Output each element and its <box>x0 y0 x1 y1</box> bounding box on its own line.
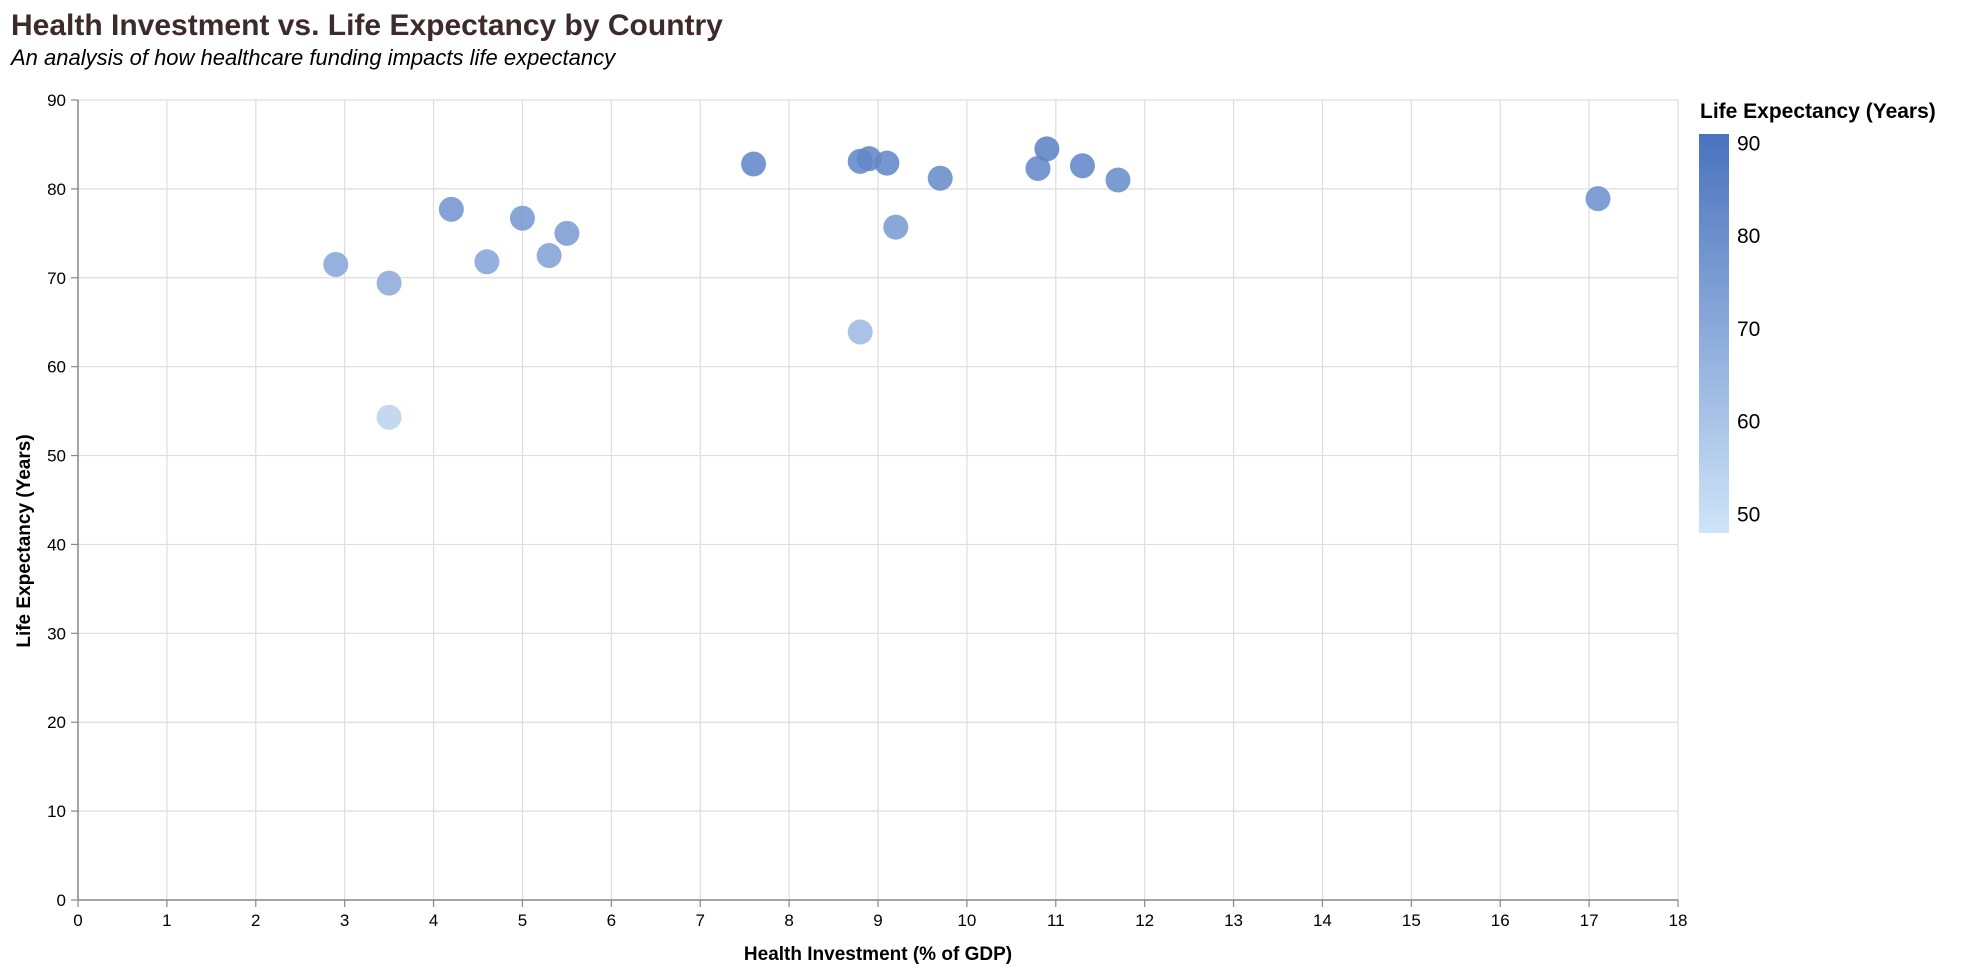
data-point <box>847 319 873 345</box>
x-tick-label: 8 <box>784 911 793 930</box>
x-tick-label: 12 <box>1135 911 1154 930</box>
data-point <box>883 214 909 240</box>
x-tick-label: 18 <box>1669 911 1688 930</box>
x-axis-title: Health Investment (% of GDP) <box>744 944 1012 965</box>
data-point <box>1034 136 1060 162</box>
x-tick-label: 2 <box>251 911 260 930</box>
legend-tick-label: 90 <box>1737 132 1760 155</box>
legend-tick-label: 70 <box>1737 318 1760 341</box>
y-tick-label: 0 <box>57 891 66 910</box>
legend-ticks: 50 60 70 80 90 <box>1729 132 1760 526</box>
y-tick-label: 20 <box>47 713 66 732</box>
x-axis-ticks: 0 1 2 3 4 5 6 7 8 9 10 11 12 13 14 15 16 17 18 <box>73 900 1687 930</box>
y-tick-label: 60 <box>47 358 66 377</box>
color-legend: Life Expectancy (Years) 50 60 70 80 90 <box>1699 100 1936 533</box>
x-tick-label: 15 <box>1402 911 1421 930</box>
data-point <box>438 196 464 222</box>
data-point <box>376 270 402 296</box>
chart-title: Health Investment vs. Life Expectancy by… <box>11 9 723 42</box>
x-tick-label: 17 <box>1580 911 1599 930</box>
x-tick-label: 3 <box>340 911 349 930</box>
x-tick-label: 9 <box>873 911 882 930</box>
data-point <box>1105 167 1131 193</box>
x-tick-label: 5 <box>518 911 527 930</box>
y-tick-label: 90 <box>47 91 66 110</box>
data-points <box>323 136 1611 430</box>
y-tick-label: 40 <box>47 535 66 554</box>
legend-gradient-bar <box>1699 134 1729 533</box>
x-tick-label: 10 <box>957 911 976 930</box>
x-tick-label: 14 <box>1313 911 1332 930</box>
x-tick-label: 11 <box>1047 911 1065 930</box>
data-point <box>874 150 900 176</box>
data-point <box>376 404 402 430</box>
legend-tick-label: 60 <box>1737 411 1760 434</box>
data-point <box>323 251 349 277</box>
data-point <box>536 243 562 269</box>
data-point <box>741 151 767 177</box>
legend-tick-label: 80 <box>1737 225 1760 248</box>
x-tick-label: 13 <box>1224 911 1243 930</box>
y-tick-label: 80 <box>47 180 66 199</box>
legend-title: Life Expectancy (Years) <box>1700 100 1936 123</box>
y-tick-label: 30 <box>47 624 66 643</box>
x-tick-label: 16 <box>1491 911 1510 930</box>
x-tick-label: 6 <box>607 911 616 930</box>
y-tick-label: 70 <box>47 269 66 288</box>
x-tick-label: 0 <box>73 911 82 930</box>
data-point <box>1069 153 1095 179</box>
y-tick-label: 10 <box>47 802 66 821</box>
x-tick-label: 4 <box>429 911 438 930</box>
data-point <box>1585 186 1611 212</box>
data-point <box>509 205 535 231</box>
data-point <box>474 249 500 275</box>
grid-lines <box>77 99 1679 901</box>
data-point <box>927 165 953 191</box>
x-tick-label: 1 <box>162 911 171 930</box>
data-point <box>554 220 580 246</box>
x-tick-label: 7 <box>695 911 704 930</box>
y-axis-title: Life Expectancy (Years) <box>14 434 35 647</box>
y-axis-ticks: 0 10 20 30 40 50 60 70 80 90 <box>47 91 78 910</box>
y-tick-label: 50 <box>47 447 66 466</box>
data-point <box>1025 155 1051 181</box>
chart-subtitle: An analysis of how healthcare funding im… <box>9 45 617 70</box>
legend-tick-label: 50 <box>1737 503 1760 526</box>
